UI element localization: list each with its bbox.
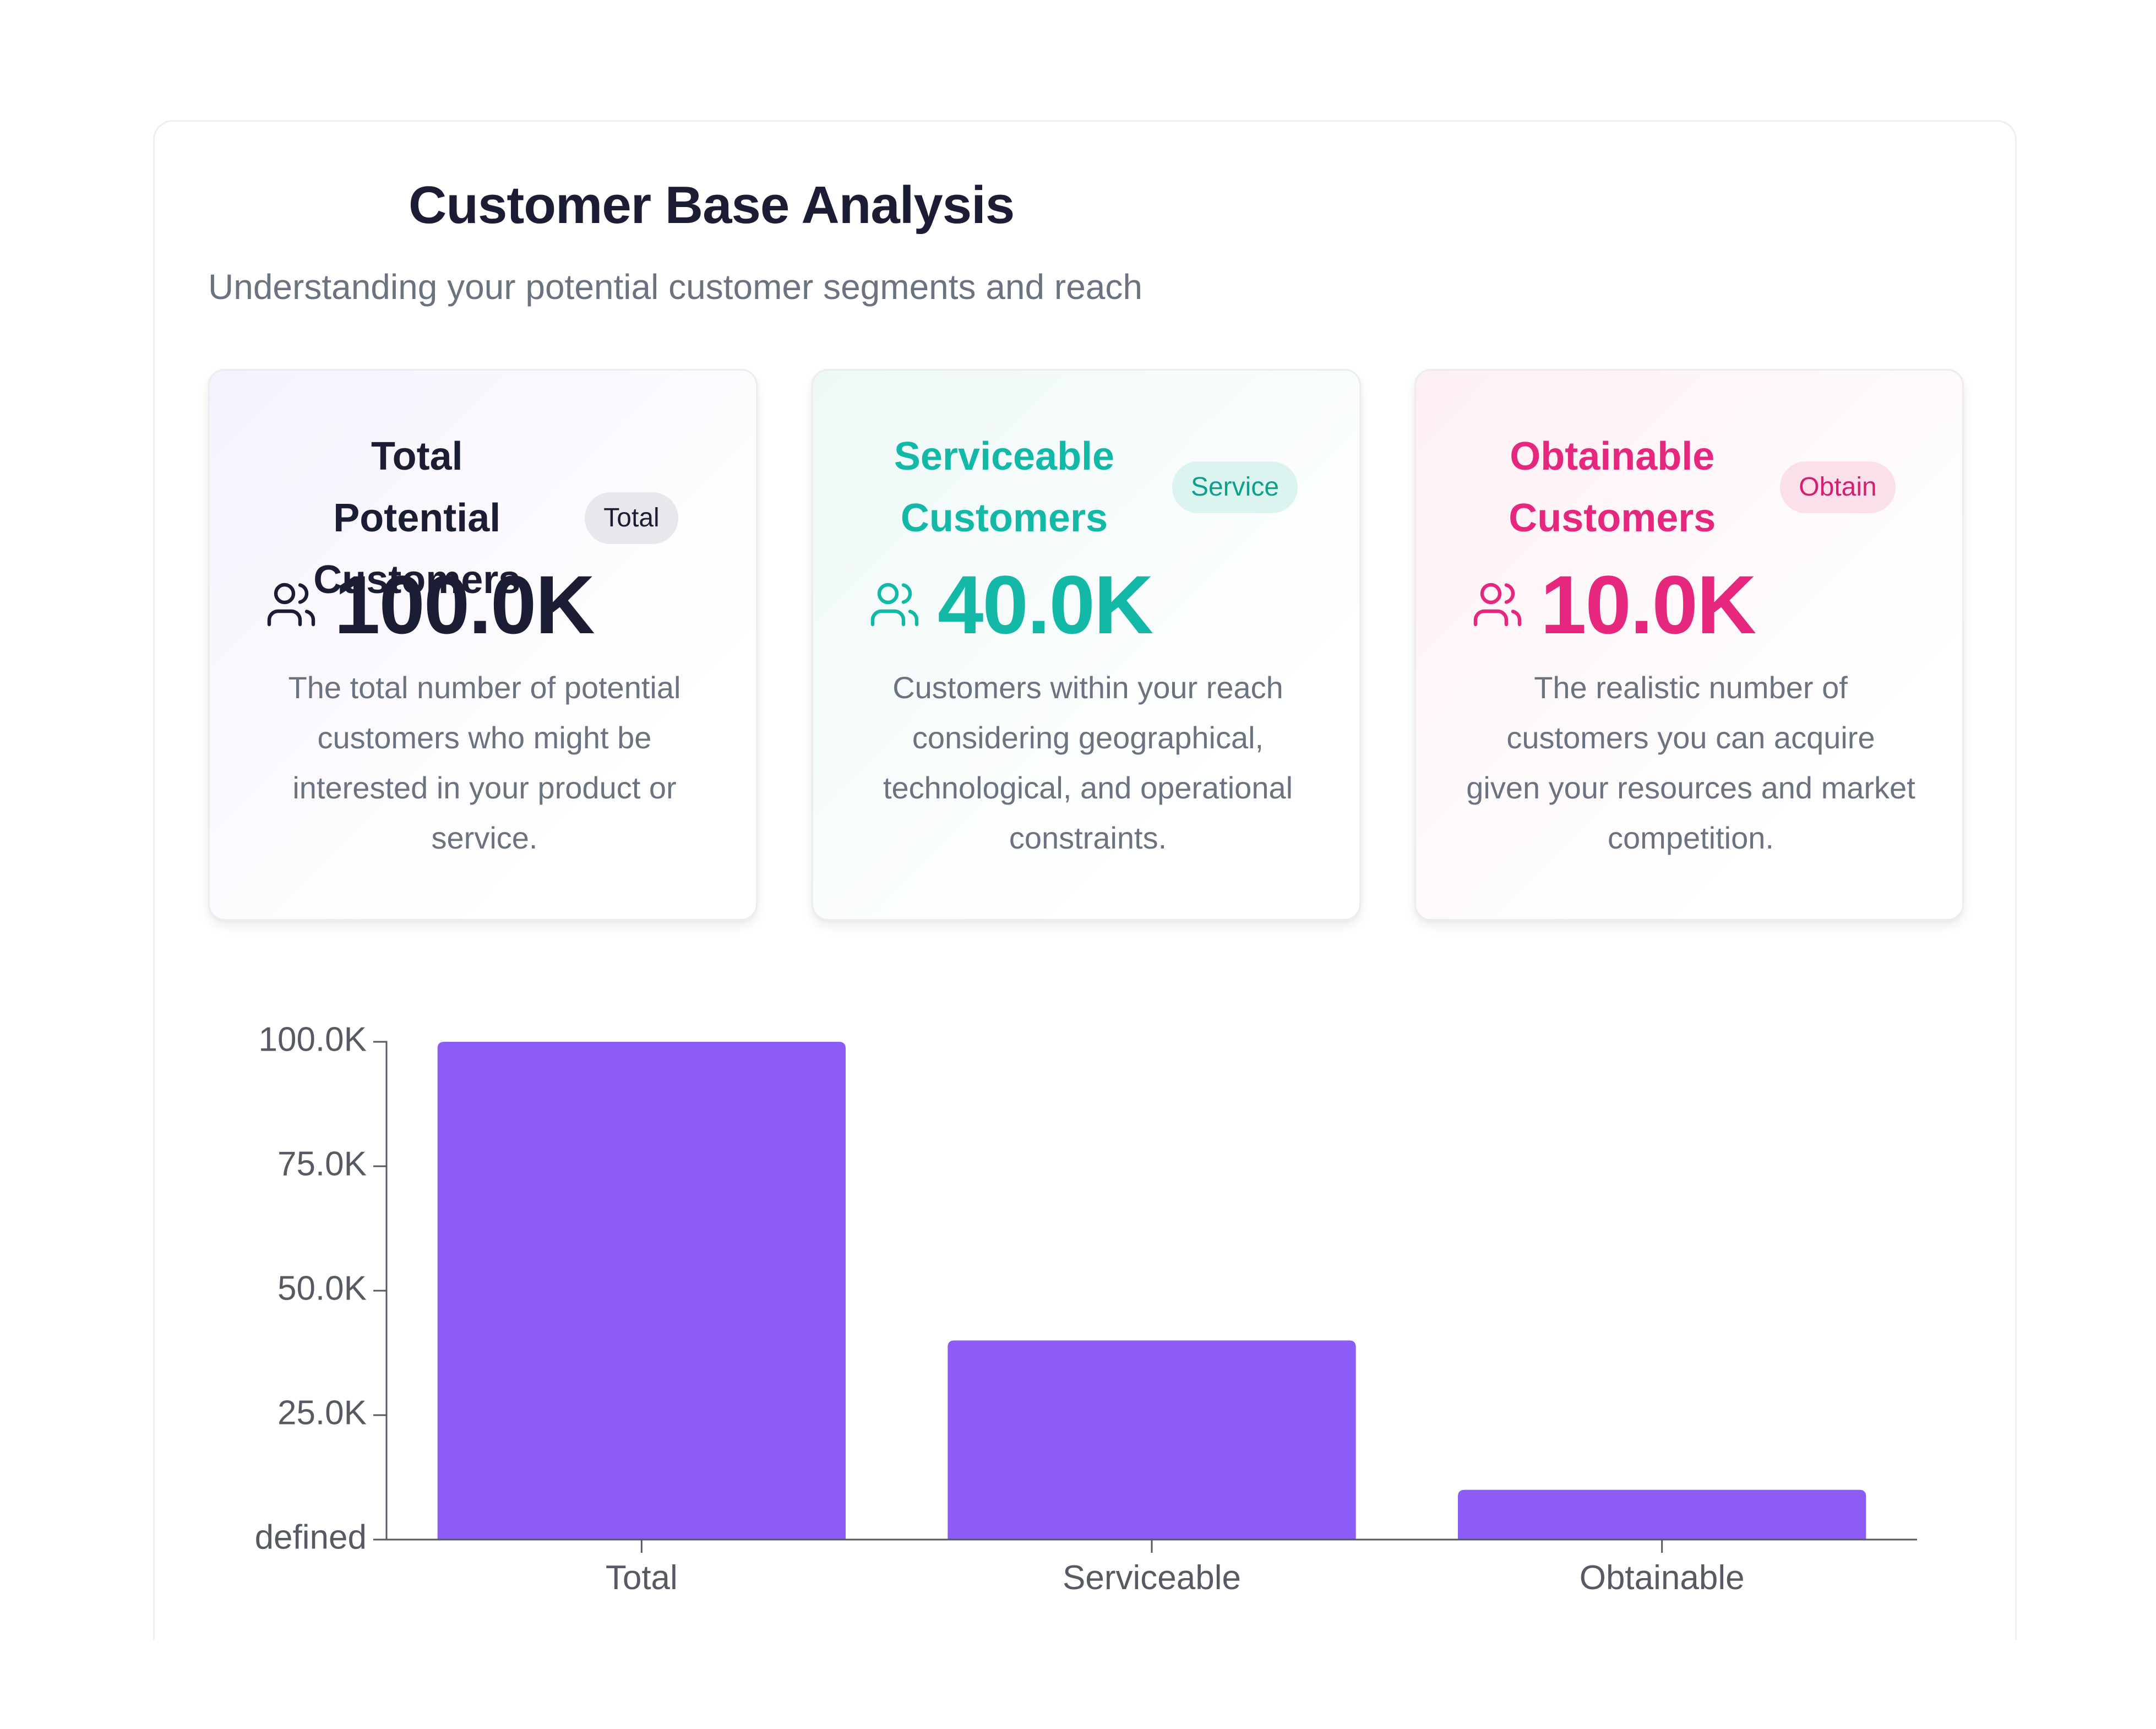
obtainable-customers-card: Obtainable Customers Obtain 10.0K The re… — [1414, 369, 1964, 921]
users-icon — [267, 583, 315, 627]
metric-row: 40.0K — [868, 558, 1153, 651]
card-description: The realistic number of customers you ca… — [1466, 670, 1915, 855]
bar-obtainable — [1458, 1489, 1866, 1540]
metric-row: 100.0K — [265, 558, 595, 651]
metric-value: 10.0K — [1540, 558, 1756, 651]
users-icon — [870, 583, 919, 627]
obtain-badge: Obtain — [1780, 461, 1896, 513]
y-tick-label: 50.0K — [277, 1269, 367, 1307]
card-header: Total Potential Customers Total — [210, 426, 756, 611]
card-description: The total number of potential customers … — [288, 670, 681, 855]
total-customers-card: Total Potential Customers Total 100.0K T… — [208, 369, 758, 921]
card-title: Serviceable Customers — [894, 434, 1115, 540]
metric-value: 100.0K — [334, 558, 595, 651]
metric-row: 10.0K — [1471, 558, 1756, 651]
y-tick-label: defined — [255, 1518, 367, 1556]
card-title: Obtainable Customers — [1509, 434, 1716, 540]
serviceable-customers-card: Serviceable Customers Service 40.0K Cust… — [812, 369, 1361, 921]
card-header: Obtainable Customers Obtain — [1416, 426, 1962, 549]
card-description: Customers within your reach considering … — [883, 670, 1293, 855]
y-tick-label: 100.0K — [258, 1020, 367, 1058]
bar-serviceable — [948, 1340, 1356, 1540]
page-subtitle: Understanding your potential customer se… — [208, 267, 1142, 307]
x-tick-label: Serviceable — [1063, 1559, 1241, 1597]
total-badge: Total — [585, 492, 678, 544]
card-header: Serviceable Customers Service — [813, 426, 1359, 549]
card-title: Total Potential Customers — [313, 434, 521, 602]
metric-value: 40.0K — [938, 558, 1153, 651]
bar-total — [437, 1042, 846, 1540]
service-badge: Service — [1172, 461, 1298, 513]
page-title: Customer Base Analysis — [409, 176, 1015, 235]
x-tick-label: Total — [606, 1559, 678, 1597]
users-icon — [1473, 583, 1522, 627]
y-tick-label: 75.0K — [277, 1145, 367, 1183]
y-tick-label: 25.0K — [277, 1394, 367, 1432]
x-tick-label: Obtainable — [1580, 1559, 1745, 1597]
